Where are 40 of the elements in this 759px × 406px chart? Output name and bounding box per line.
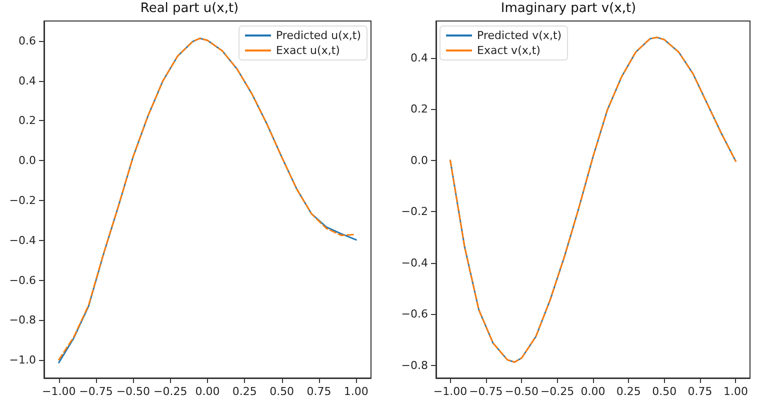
chart-title: Imaginary part v(x,t): [500, 1, 636, 16]
x-tick-label: 1.00: [723, 385, 748, 398]
y-tick-label: 0.6: [18, 34, 36, 48]
x-tick-label: 0.75: [306, 385, 332, 398]
y-tick-label: 0.4: [18, 74, 36, 88]
x-tick-label: −0.75: [79, 385, 113, 398]
x-tick-label: −1.00: [42, 385, 76, 398]
x-tick-label: −1.00: [433, 385, 468, 398]
x-tick-label: 0.25: [232, 385, 257, 398]
y-tick-label: −0.8: [401, 358, 428, 372]
y-tick-label: −0.2: [9, 194, 36, 207]
x-tick-label: 0.00: [580, 385, 606, 398]
x-tick-label: −0.50: [116, 385, 150, 398]
legend-label: Predicted v(x,t): [477, 29, 562, 42]
x-tick-label: 0.50: [652, 385, 677, 398]
x-tick-label: 0.25: [616, 385, 641, 398]
x-tick-label: 1.00: [344, 385, 368, 398]
y-tick-label: 0.4: [410, 51, 428, 64]
legend-label: Exact v(x,t): [477, 44, 540, 57]
y-tick-label: −0.4: [9, 234, 36, 247]
y-tick-label: 0.2: [18, 114, 36, 128]
legend-label: Predicted u(x,t): [276, 29, 362, 42]
x-tick-label: 0.50: [270, 385, 294, 398]
y-tick-label: 0.0: [18, 154, 36, 168]
x-tick-label: −0.25: [153, 385, 188, 398]
y-tick-label: 0.2: [410, 102, 428, 116]
y-tick-label: −0.2: [401, 205, 428, 218]
x-tick-label: 0.00: [195, 385, 220, 398]
chart-title: Real part u(x,t): [140, 1, 239, 16]
x-tick-label: 0.75: [688, 385, 712, 398]
y-tick-label: −1.0: [9, 354, 36, 367]
y-tick-label: −0.6: [9, 274, 36, 287]
y-tick-label: −0.4: [401, 256, 428, 270]
y-tick-label: 0.0: [410, 154, 428, 167]
x-tick-label: −0.75: [469, 385, 503, 398]
x-tick-label: −0.50: [504, 385, 538, 398]
y-tick-label: −0.8: [9, 314, 36, 327]
legend-label: Exact u(x,t): [276, 44, 340, 57]
y-tick-label: −0.6: [401, 308, 428, 321]
x-tick-label: −0.25: [540, 385, 574, 398]
